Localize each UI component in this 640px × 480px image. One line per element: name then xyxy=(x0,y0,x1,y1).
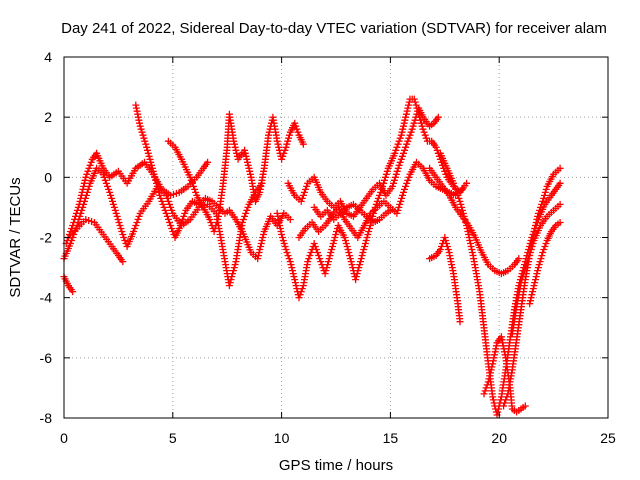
data-marker-path xyxy=(60,273,77,296)
data-marker-path xyxy=(284,104,442,220)
data-marker-path xyxy=(164,110,307,235)
data-marker-path xyxy=(62,149,212,247)
data-marker-path xyxy=(436,149,564,419)
data-marker-path xyxy=(426,234,464,326)
series-arc-5 xyxy=(132,101,294,263)
y-tick-label: -6 xyxy=(40,350,53,366)
data-marker-path xyxy=(500,164,564,410)
series-arc-8 xyxy=(284,104,442,220)
data-marker-path xyxy=(60,164,266,290)
y-tick-label: 0 xyxy=(44,169,52,185)
series-arc-11 xyxy=(426,234,464,326)
y-axis-label: SDTVAR / TECUs xyxy=(7,177,24,297)
chart-title: Day 241 of 2022, Sidereal Day-to-day VTE… xyxy=(61,20,607,37)
axis-ticks: 0 5 10 15 20 25 -8 -6 -4 -2 0 2 4 xyxy=(40,49,616,446)
y-tick-label: 4 xyxy=(44,49,52,65)
series-arc-6 xyxy=(164,110,307,235)
y-tick-label: -8 xyxy=(40,410,53,426)
data-marker-path xyxy=(132,101,294,263)
data-marker-path xyxy=(310,200,394,226)
x-tick-label: 10 xyxy=(274,430,290,446)
x-tick-label: 25 xyxy=(600,430,616,446)
series-arc-1 xyxy=(60,273,77,296)
data-marker-path xyxy=(273,95,471,302)
data-points xyxy=(60,95,564,419)
y-tick-label: -4 xyxy=(40,290,53,306)
series-arc-7 xyxy=(273,95,471,302)
data-marker-path xyxy=(526,219,564,308)
data-marker-path xyxy=(295,158,466,241)
series-arc-13 xyxy=(436,149,564,419)
y-tick-label: 2 xyxy=(44,109,52,125)
series-arc-15 xyxy=(500,164,564,410)
series-arc-2 xyxy=(60,164,266,290)
series-arc-17 xyxy=(508,200,564,338)
series-arc-16 xyxy=(526,219,564,308)
x-tick-label: 20 xyxy=(491,430,507,446)
series-arc-3 xyxy=(62,149,212,247)
data-marker-path xyxy=(508,200,564,338)
series-arc-9 xyxy=(295,158,466,241)
y-tick-label: -2 xyxy=(40,230,53,246)
x-tick-label: 5 xyxy=(169,430,177,446)
series-arc-10 xyxy=(310,200,394,226)
x-tick-label: 15 xyxy=(383,430,399,446)
x-tick-label: 0 xyxy=(60,430,68,446)
x-axis-label: GPS time / hours xyxy=(279,457,393,474)
